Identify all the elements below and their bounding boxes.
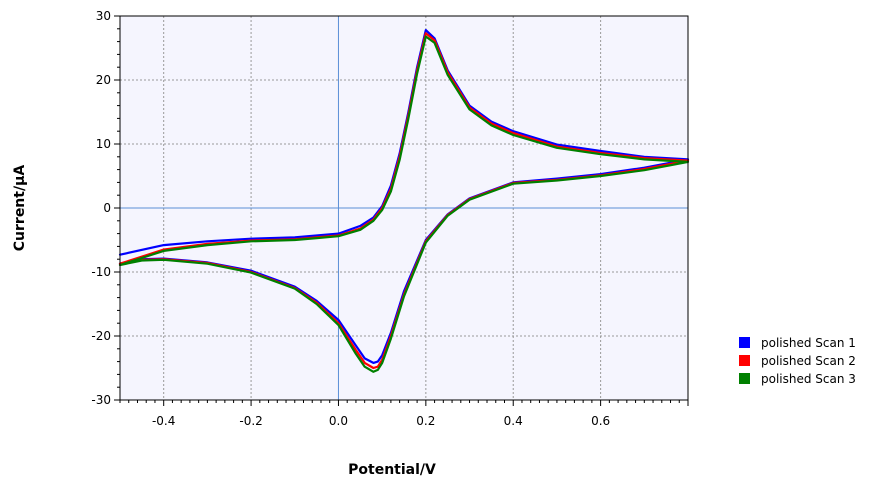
axis-ticks [114, 15, 689, 406]
x-tick-label: 0.6 [591, 414, 610, 428]
x-tick-label: -0.4 [152, 414, 175, 428]
y-tick-label: -10 [91, 265, 111, 279]
legend-label-scan-1: polished Scan 1 [761, 336, 856, 350]
y-axis-tick-labels: -30 -20 -10 0 10 20 30 [91, 9, 111, 407]
series-line-scan-1 [118, 29, 690, 364]
legend-label-scan-2: polished Scan 2 [761, 354, 856, 368]
y-tick-label: 20 [96, 73, 111, 87]
legend-swatch-scan-2 [739, 355, 750, 366]
series-line-scan-3 [118, 35, 690, 373]
legend-swatch-scan-3 [739, 373, 750, 384]
zero-lines [120, 16, 688, 400]
x-axis-title: Potential/V [348, 462, 436, 478]
series-layer [118, 29, 690, 373]
y-tick-label: 10 [96, 137, 111, 151]
legend: polished Scan 1 polished Scan 2 polished S… [739, 336, 856, 386]
y-tick-label: 0 [103, 201, 111, 215]
legend-swatch-scan-1 [739, 337, 750, 348]
x-tick-label: 0.0 [329, 414, 348, 428]
y-tick-label: -30 [91, 393, 111, 407]
y-axis-title: Current/μA [12, 165, 28, 252]
x-tick-label: 0.2 [416, 414, 435, 428]
y-tick-label: -20 [91, 329, 111, 343]
x-axis-tick-labels: -0.4 -0.2 0.0 0.2 0.4 0.6 [152, 414, 610, 428]
x-tick-label: -0.2 [239, 414, 262, 428]
legend-label-scan-3: polished Scan 3 [761, 372, 856, 386]
y-tick-label: 30 [96, 9, 111, 23]
x-tick-label: 0.4 [504, 414, 523, 428]
